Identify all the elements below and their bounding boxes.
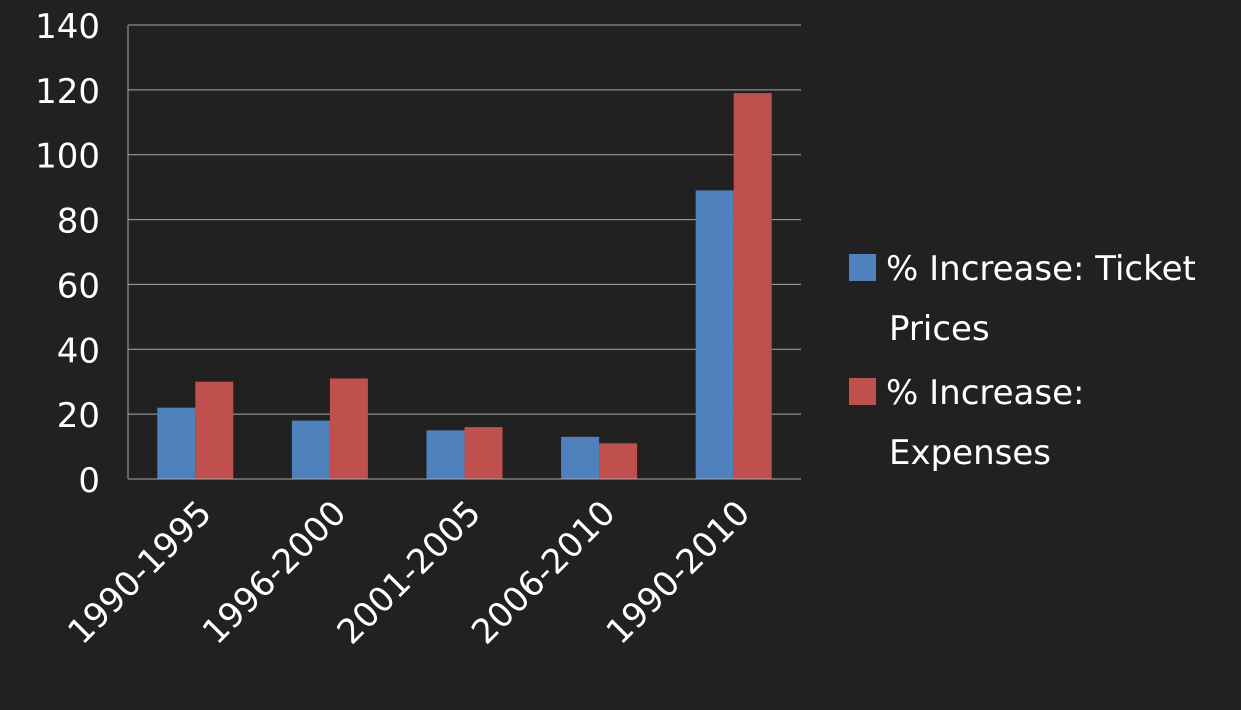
y-tick-label: 0	[78, 461, 100, 501]
bar-ticket-prices	[291, 420, 330, 479]
y-tick-label: 100	[35, 137, 100, 177]
x-tick-label: 2001-2005	[330, 493, 489, 652]
y-tick-label: 40	[57, 331, 100, 371]
x-tick-label: 2006-2010	[464, 493, 623, 652]
y-tick-label: 140	[35, 7, 100, 47]
bar-expenses	[733, 93, 772, 479]
legend-swatch	[849, 254, 876, 281]
x-tick-label: 1996-2000	[195, 493, 354, 652]
bar-ticket-prices	[695, 190, 734, 479]
y-tick-label: 20	[57, 396, 100, 436]
y-tick-label: 120	[35, 72, 100, 112]
bar-ticket-prices	[426, 430, 465, 479]
bar-ticket-prices	[157, 407, 196, 479]
x-tick-label: 1990-2010	[599, 493, 758, 652]
bars	[157, 93, 772, 479]
bar-expenses	[195, 381, 234, 479]
y-tick-label: 60	[57, 266, 100, 306]
bar-expenses	[464, 427, 503, 479]
axes: 0 20 40 60 80 100 120 140 1990-19951996-20002001…	[35, 7, 801, 652]
legend-swatch	[849, 378, 876, 405]
y-tick-label: 80	[57, 202, 100, 242]
legend-label: Expenses	[889, 433, 1051, 473]
bar-expenses	[599, 443, 638, 479]
legend-label: % Increase: Ticket	[886, 249, 1196, 289]
x-tick-label: 1990-1995	[60, 493, 219, 652]
legend-label: % Increase:	[886, 373, 1084, 413]
bar-expenses	[329, 378, 368, 479]
legend: % Increase: Ticket Prices % Increase: Expen…	[849, 249, 1196, 473]
gridlines	[128, 24, 801, 480]
legend-label: Prices	[889, 309, 990, 349]
bar-ticket-prices	[561, 436, 600, 479]
